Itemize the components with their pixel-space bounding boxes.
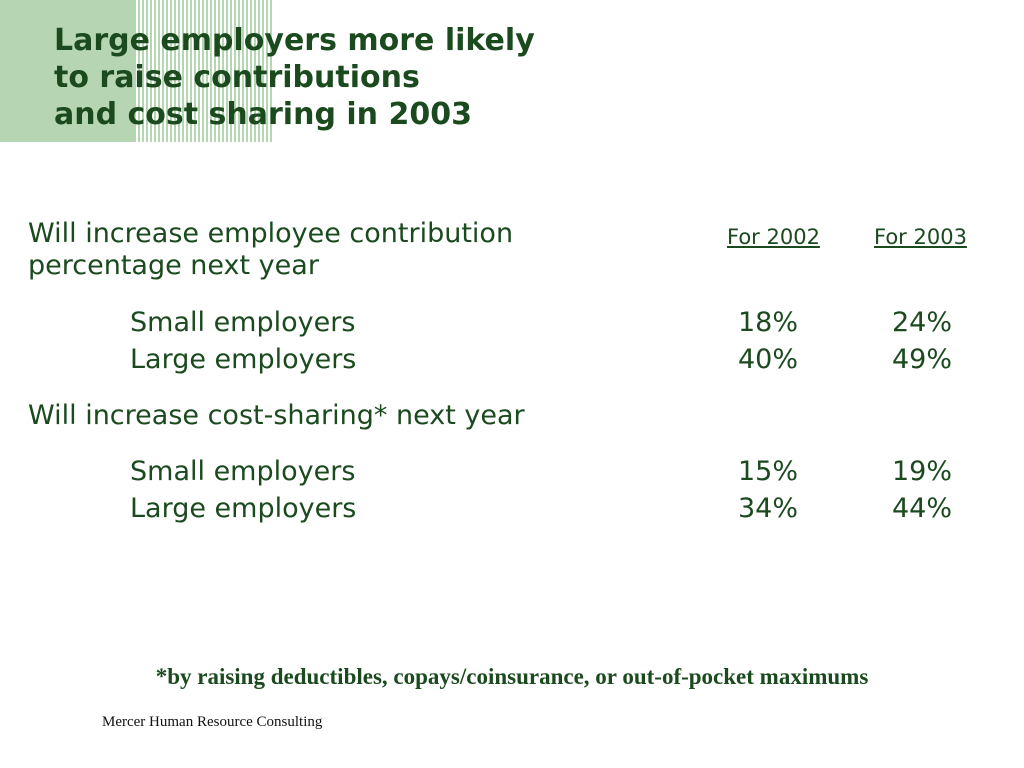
decorative-solid-panel	[0, 0, 134, 142]
section-1-row-2-label: Large employers	[130, 344, 357, 375]
section-2-row-2-value-2003: 44%	[892, 493, 953, 524]
column-header-2003: For 2003	[874, 225, 967, 249]
section-1-row-2-value-2003: 49%	[892, 344, 953, 375]
section-2-row-2-value-2002: 34%	[738, 493, 799, 524]
section-1-row-1-value-2002: 18%	[738, 307, 799, 338]
title-line-2: to raise contributions	[54, 60, 420, 95]
source-credit: Mercer Human Resource Consulting	[102, 714, 323, 730]
section-1-row-1-label: Small employers	[130, 307, 356, 338]
section-1-row-1-value-2003: 24%	[892, 307, 953, 338]
footnote: *by raising deductibles, copays/coinsura…	[155, 664, 869, 689]
decorative-stripe-block	[0, 0, 272, 142]
section-2-row-2-label: Large employers	[130, 493, 357, 524]
slide-title: Large employers more likely to raise con…	[54, 22, 535, 133]
section-2-row-1-value-2003: 19%	[892, 456, 953, 487]
column-header-2002: For 2002	[727, 225, 820, 249]
section-1-heading-line-1: Will increase employee contribution	[28, 218, 514, 249]
section-1-row-2-value-2002: 40%	[738, 344, 799, 375]
section-1-heading-line-2: percentage next year	[28, 250, 319, 281]
title-line-1: Large employers more likely	[54, 23, 535, 58]
title-line-3: and cost sharing in 2003	[54, 97, 472, 132]
section-2-row-1-value-2002: 15%	[738, 456, 799, 487]
section-2-row-1-label: Small employers	[130, 456, 356, 487]
section-2-heading: Will increase cost-sharing* next year	[28, 400, 525, 431]
decorative-striped-panel	[134, 0, 272, 142]
